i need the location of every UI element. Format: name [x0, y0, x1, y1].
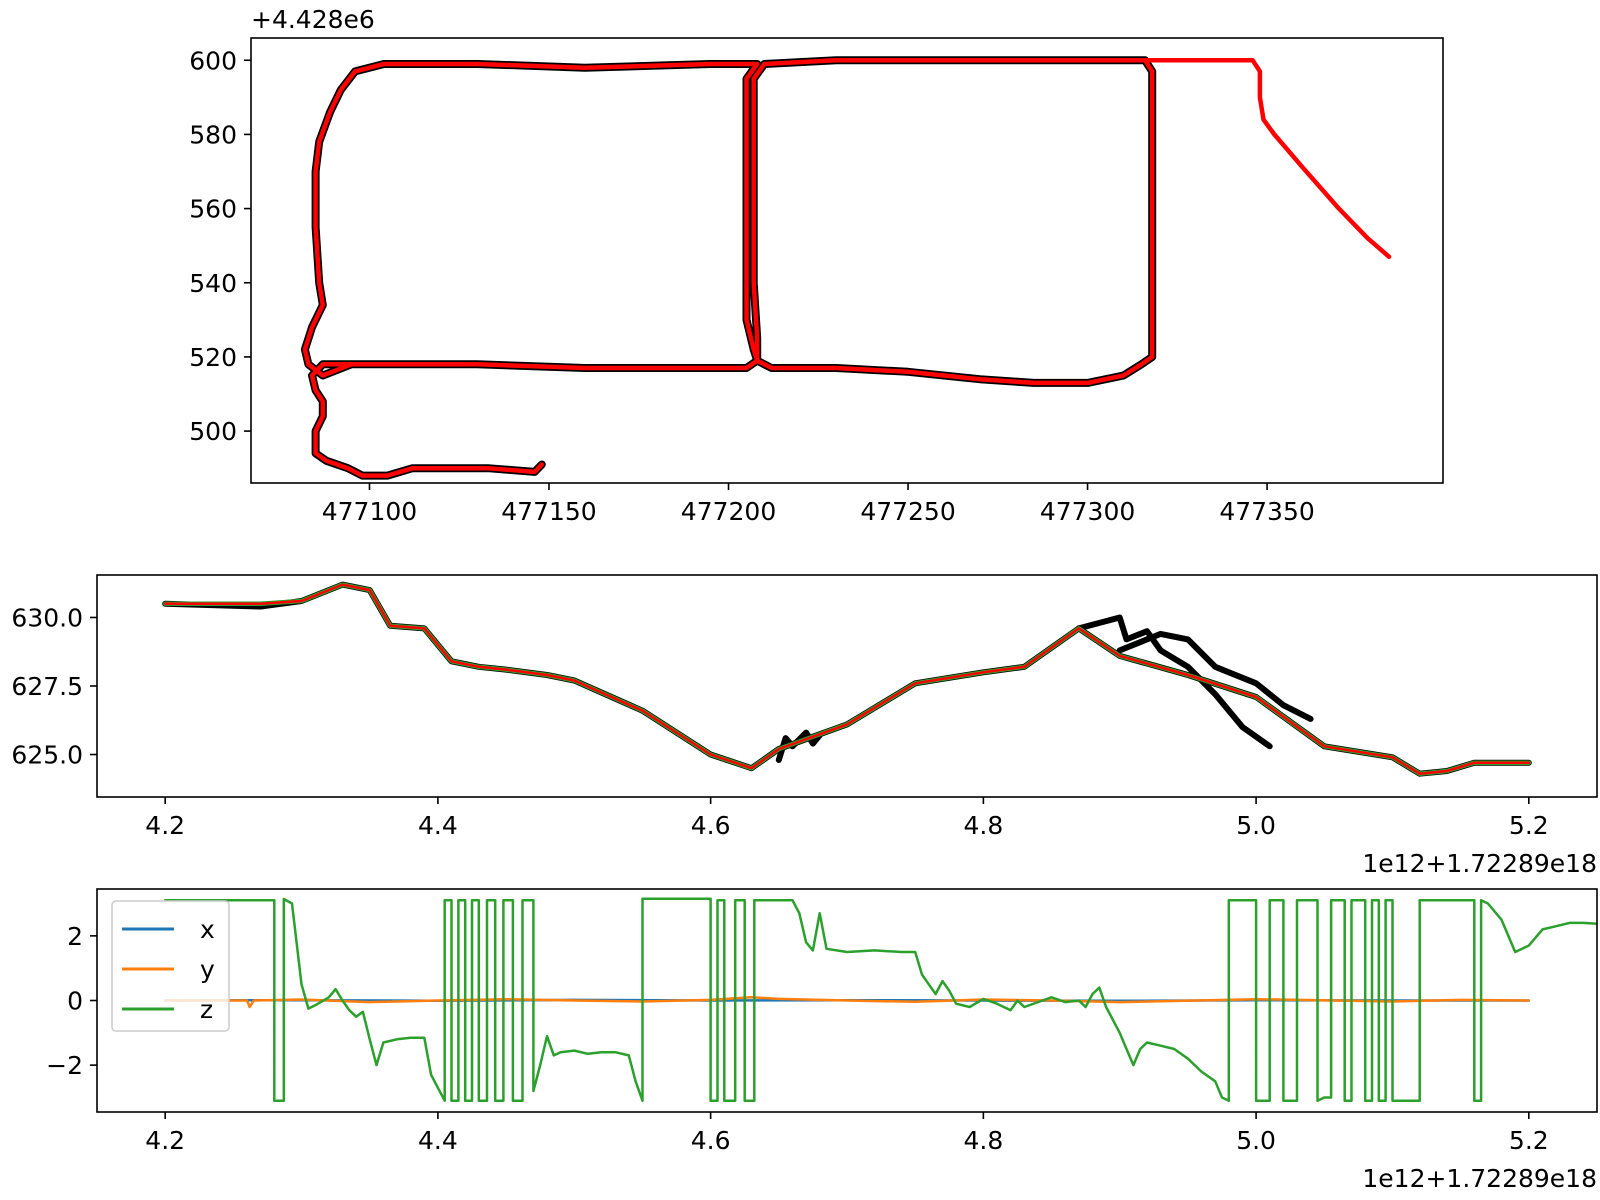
x-tick-label: 4.6: [691, 1126, 731, 1155]
x-tick-label: 5.0: [1236, 1126, 1276, 1155]
x-tick-label: 5.2: [1509, 811, 1549, 840]
series-line-2: [302, 58, 1155, 478]
series-line-2: [1075, 614, 1273, 750]
plot-area: [300, 56, 1392, 480]
x-tick-label: 477300: [1040, 497, 1135, 526]
y-tick-label: 625.0: [11, 741, 83, 770]
series-line-1: [300, 56, 1157, 480]
x-tick-label: 4.8: [963, 1126, 1003, 1155]
x-tick-label: 477200: [681, 497, 776, 526]
x-tick-label: 4.4: [418, 811, 458, 840]
y-tick-label: 630.0: [11, 603, 83, 632]
x-tick-label: 477150: [501, 497, 596, 526]
x-tick-label: 477250: [860, 497, 955, 526]
y-tick-label: −2: [46, 1051, 83, 1080]
axes-frame: [250, 37, 1444, 484]
x-tick-label: 5.0: [1236, 811, 1276, 840]
y-tick-label: 500: [189, 417, 237, 446]
subplot-1: 477100 477150 477200 477250 477300 477350 500 5…: [189, 5, 1444, 526]
legend: xyz: [111, 900, 230, 1032]
y-tick-label: 520: [189, 343, 237, 372]
series-line-z: [163, 897, 1597, 1102]
x-offset-label: 1e12+1.72289e18: [1362, 1164, 1597, 1193]
y-tick-label: 0: [67, 987, 83, 1016]
x-tick-label: 477350: [1219, 497, 1314, 526]
y-tick-label: 560: [189, 195, 237, 224]
y-tick-label: 540: [189, 269, 237, 298]
series-line-y: [163, 996, 1531, 1009]
x-tick-label: 4.2: [145, 811, 185, 840]
plot-area: [163, 897, 1597, 1102]
plot-area: [162, 581, 1532, 777]
y-offset-label: +4.428e6: [251, 5, 375, 34]
series-line-3: [1139, 58, 1392, 260]
y-tick-label: 627.5: [11, 672, 83, 701]
x-tick-label: 4.8: [963, 811, 1003, 840]
legend-label-x: x: [200, 915, 215, 944]
x-tick-label: 477100: [322, 497, 417, 526]
axes-frame: [96, 574, 1598, 798]
legend-label-y: y: [200, 955, 215, 984]
x-tick-label: 4.6: [691, 811, 731, 840]
x-offset-label: 1e12+1.72289e18: [1362, 849, 1597, 878]
legend-box: [111, 900, 230, 1032]
series-line-3: [1116, 630, 1314, 722]
x-tick-label: 4.4: [418, 1126, 458, 1155]
x-tick-label: 5.2: [1509, 1126, 1549, 1155]
y-tick-label: 600: [189, 46, 237, 75]
series-line-6: [163, 583, 1531, 775]
y-tick-label: 2: [67, 922, 83, 951]
subplot-3: 4.2 4.4 4.6 4.8 5.0 5.2 −2 0 2 1e12+1.72289e18 xyz: [46, 888, 1598, 1193]
subplot-2: 4.2 4.4 4.6 4.8 5.0 5.2 625.0 627.5 630.0 1e12+1.…: [11, 574, 1598, 878]
x-tick-label: 4.2: [145, 1126, 185, 1155]
y-tick-label: 580: [189, 120, 237, 149]
legend-label-z: z: [200, 995, 213, 1024]
